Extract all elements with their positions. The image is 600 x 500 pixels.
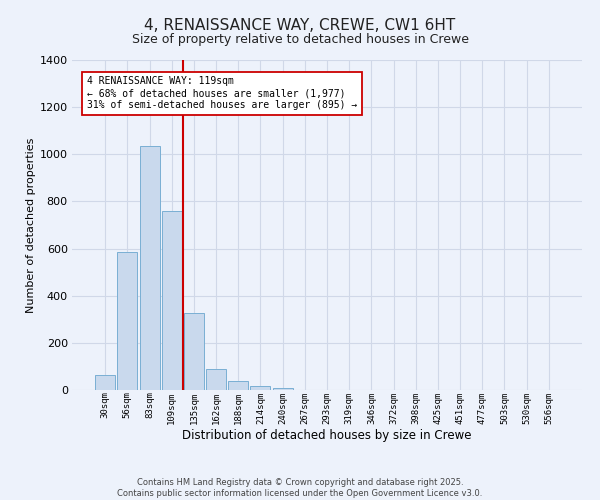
Bar (206, 369, 226, 390)
Bar (118, 252, 137, 390)
Bar (95, 374, 115, 390)
Text: Contains HM Land Registry data © Crown copyright and database right 2025.
Contai: Contains HM Land Registry data © Crown c… (118, 478, 482, 498)
Text: 4, RENAISSANCE WAY, CREWE, CW1 6HT: 4, RENAISSANCE WAY, CREWE, CW1 6HT (145, 18, 455, 32)
Bar (140, 146, 160, 390)
Bar (184, 314, 204, 390)
Bar (228, 381, 248, 390)
Y-axis label: Number of detached properties: Number of detached properties (26, 138, 35, 312)
Bar (272, 388, 293, 390)
X-axis label: Distribution of detached houses by size in Crewe: Distribution of detached houses by size … (182, 429, 472, 442)
Bar (250, 386, 271, 390)
Text: Size of property relative to detached houses in Crewe: Size of property relative to detached ho… (131, 32, 469, 46)
Text: 4 RENAISSANCE WAY: 119sqm
← 68% of detached houses are smaller (1,977)
31% of se: 4 RENAISSANCE WAY: 119sqm ← 68% of detac… (88, 76, 358, 110)
Bar (162, 211, 182, 390)
